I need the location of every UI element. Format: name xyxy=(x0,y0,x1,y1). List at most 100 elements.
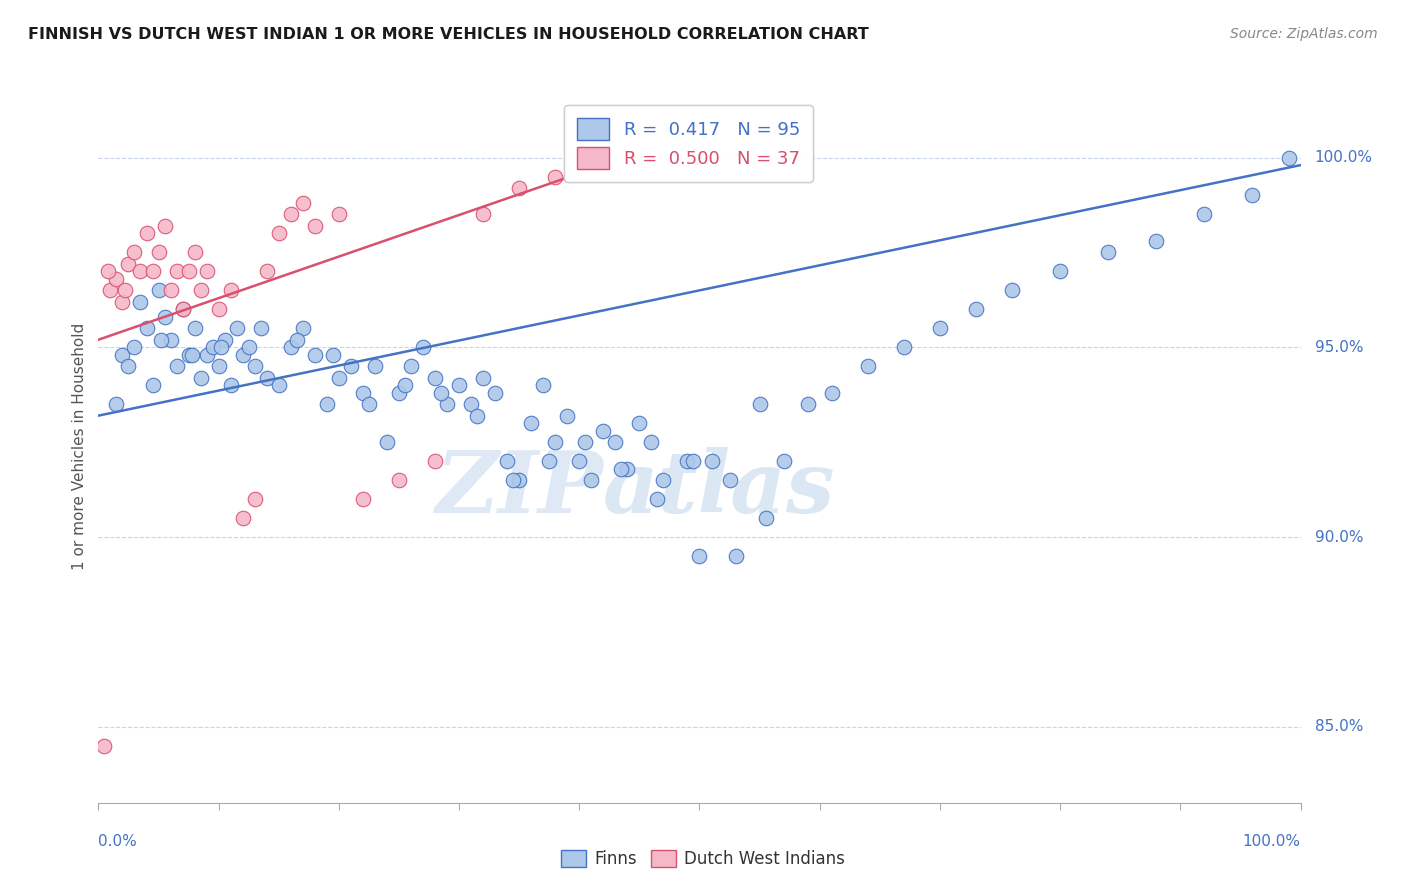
Point xyxy=(1241,188,1264,202)
Point xyxy=(364,359,387,374)
Point xyxy=(447,378,470,392)
Point xyxy=(111,294,134,309)
Point xyxy=(388,385,411,400)
Point xyxy=(508,473,530,487)
Text: ZIP: ZIP xyxy=(436,447,603,531)
Point xyxy=(97,264,120,278)
Text: 85.0%: 85.0% xyxy=(1315,719,1362,734)
Point xyxy=(214,333,236,347)
Point xyxy=(652,473,675,487)
Text: Source: ZipAtlas.com: Source: ZipAtlas.com xyxy=(1230,27,1378,41)
Point xyxy=(724,549,747,563)
Point xyxy=(166,264,188,278)
Point xyxy=(568,454,591,468)
Point xyxy=(93,739,115,753)
Point xyxy=(1194,207,1216,221)
Point xyxy=(352,385,374,400)
Point xyxy=(256,264,278,278)
Point xyxy=(1049,264,1071,278)
Y-axis label: 1 or more Vehicles in Household: 1 or more Vehicles in Household xyxy=(72,322,87,570)
Point xyxy=(748,397,770,411)
Point xyxy=(304,219,326,233)
Point xyxy=(195,348,218,362)
Point xyxy=(423,454,446,468)
Point xyxy=(328,207,350,221)
Point xyxy=(538,454,561,468)
Text: 100.0%: 100.0% xyxy=(1315,150,1372,165)
Point xyxy=(256,370,278,384)
Text: 90.0%: 90.0% xyxy=(1315,530,1362,545)
Point xyxy=(555,409,578,423)
Point xyxy=(117,359,139,374)
Point xyxy=(1277,151,1299,165)
Point xyxy=(484,385,506,400)
Point xyxy=(232,348,254,362)
Point xyxy=(647,492,669,507)
Point xyxy=(285,333,308,347)
Point xyxy=(114,284,136,298)
Point xyxy=(399,359,422,374)
Point xyxy=(574,435,596,450)
Point xyxy=(718,473,741,487)
Point xyxy=(232,511,254,525)
Point xyxy=(544,169,567,184)
Point xyxy=(821,385,844,400)
Point xyxy=(183,321,205,335)
Point xyxy=(1097,245,1119,260)
Point xyxy=(291,321,314,335)
Point xyxy=(352,492,374,507)
Point xyxy=(159,284,181,298)
Point xyxy=(496,454,519,468)
Point xyxy=(219,284,242,298)
Text: 95.0%: 95.0% xyxy=(1315,340,1362,355)
Point xyxy=(111,348,134,362)
Point xyxy=(357,397,380,411)
Point xyxy=(520,416,543,430)
Point xyxy=(610,462,633,476)
Point xyxy=(581,473,603,487)
Point xyxy=(129,294,152,309)
Point xyxy=(159,333,181,347)
Text: atlas: atlas xyxy=(603,447,835,531)
Point xyxy=(209,340,232,354)
Point xyxy=(472,207,495,221)
Point xyxy=(430,385,453,400)
Point xyxy=(135,321,157,335)
Point xyxy=(201,340,224,354)
Point xyxy=(190,370,212,384)
Point xyxy=(219,378,242,392)
Point xyxy=(291,196,314,211)
Point xyxy=(796,397,818,411)
Point xyxy=(190,284,212,298)
Point xyxy=(893,340,915,354)
Text: 0.0%: 0.0% xyxy=(98,834,138,849)
Point xyxy=(700,454,723,468)
Point xyxy=(436,397,458,411)
Point xyxy=(135,227,157,241)
Point xyxy=(195,264,218,278)
Text: FINNISH VS DUTCH WEST INDIAN 1 OR MORE VEHICLES IN HOUSEHOLD CORRELATION CHART: FINNISH VS DUTCH WEST INDIAN 1 OR MORE V… xyxy=(28,27,869,42)
Point xyxy=(465,409,488,423)
Point xyxy=(208,302,231,317)
Point xyxy=(153,219,176,233)
Point xyxy=(460,397,482,411)
Point xyxy=(412,340,434,354)
Point xyxy=(129,264,152,278)
Point xyxy=(124,340,146,354)
Point xyxy=(322,348,344,362)
Point xyxy=(267,227,290,241)
Point xyxy=(1144,234,1167,248)
Point xyxy=(965,302,987,317)
Point xyxy=(682,454,704,468)
Point xyxy=(225,321,247,335)
Point xyxy=(183,245,205,260)
Point xyxy=(166,359,188,374)
Point xyxy=(141,264,163,278)
Point xyxy=(280,340,302,354)
Point xyxy=(328,370,350,384)
Point xyxy=(755,511,778,525)
Point xyxy=(148,284,170,298)
Point xyxy=(592,158,614,172)
Point xyxy=(172,302,194,317)
Point xyxy=(388,473,411,487)
